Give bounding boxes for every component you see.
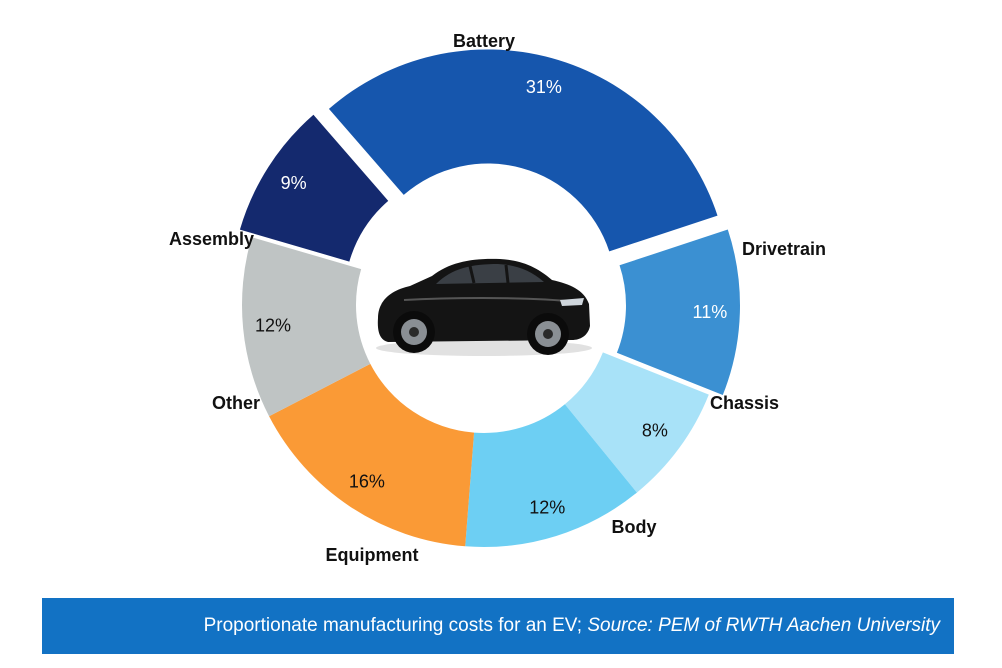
percent-label-battery: 31% — [526, 77, 562, 97]
slice-body — [465, 404, 637, 547]
category-label-battery: Battery — [453, 31, 515, 51]
category-labels: Battery Drivetrain Chassis Body Equipment Oth… — [169, 31, 826, 565]
category-label-body: Body — [612, 517, 657, 537]
category-label-other: Other — [212, 393, 260, 413]
slice-equipment — [269, 363, 475, 547]
category-label-drivetrain: Drivetrain — [742, 239, 826, 259]
caption-source: Source: PEM of RWTH Aachen University — [587, 615, 940, 636]
percent-label-other: 12% — [255, 315, 291, 335]
percent-label-equipment: 16% — [349, 472, 385, 492]
percent-labels: 31% 11% 8% 12% 16% 12% 9% — [255, 77, 727, 517]
category-label-chassis: Chassis — [710, 393, 779, 413]
caption-text: Proportionate manufacturing costs for an… — [203, 615, 583, 636]
percent-label-drivetrain: 11% — [693, 302, 728, 322]
category-label-assembly: Assembly — [169, 229, 254, 249]
slice-assembly — [239, 114, 389, 262]
donut-chart: 31% 11% 8% 12% 16% 12% 9% Battery Drivetrain Cha… — [169, 31, 826, 565]
car-image — [376, 258, 592, 356]
percent-label-chassis: 8% — [642, 420, 668, 440]
slice-drivetrain — [616, 229, 740, 396]
slice-chassis — [564, 352, 709, 493]
slice-battery — [328, 49, 718, 252]
category-label-equipment: Equipment — [326, 545, 419, 565]
slice-other — [241, 237, 371, 417]
caption-banner: Proportionate manufacturing costs for an… — [42, 598, 954, 654]
percent-label-assembly: 9% — [281, 173, 307, 193]
percent-label-body: 12% — [529, 497, 565, 517]
donut-slices — [239, 49, 740, 547]
